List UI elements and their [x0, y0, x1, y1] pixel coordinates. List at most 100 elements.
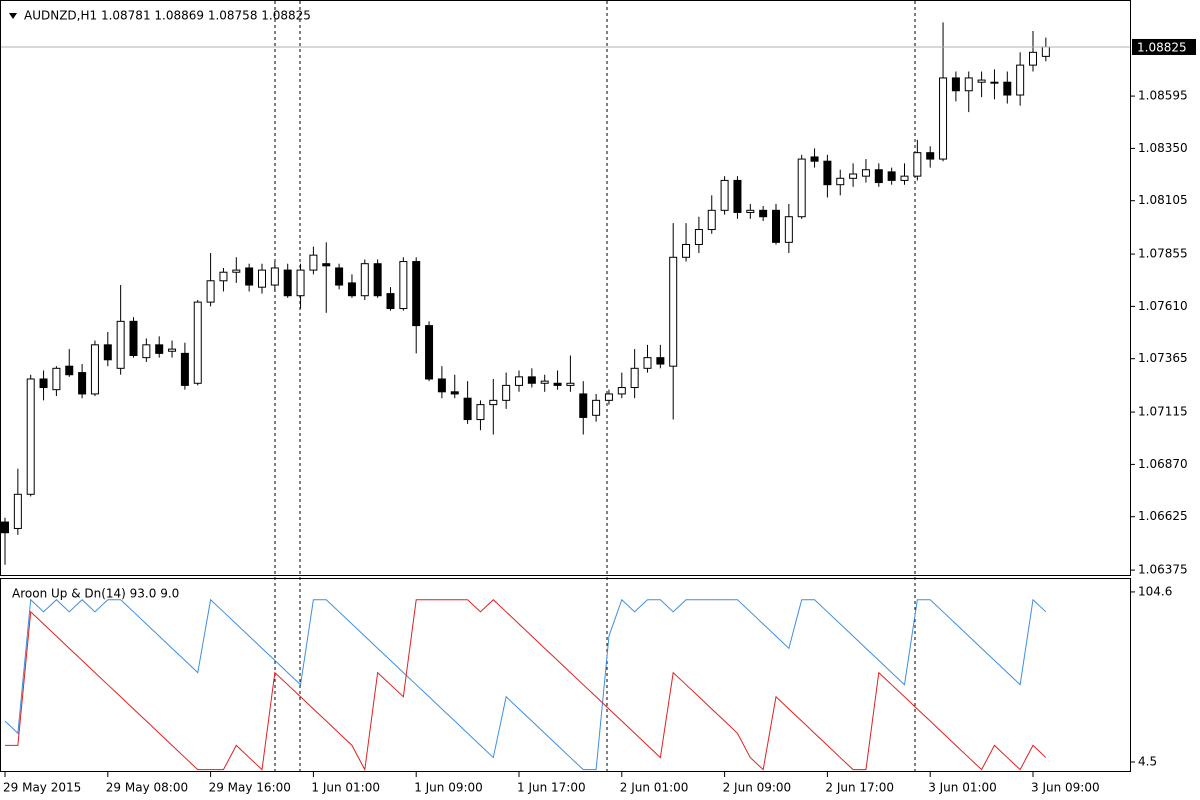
y-tick-label: 1.07365 — [1138, 351, 1188, 365]
price-label: 1.08825 — [1137, 40, 1187, 54]
candle-body — [1016, 64, 1025, 96]
candle-body — [900, 175, 909, 181]
candle-body — [39, 378, 48, 389]
candle-body — [270, 267, 279, 286]
candle-body — [964, 77, 973, 92]
candle-body — [823, 160, 832, 186]
candle-body — [65, 365, 74, 376]
candle-body — [836, 177, 845, 186]
price-label-box — [1132, 38, 1196, 55]
candle-body — [553, 382, 562, 386]
candle-body — [206, 280, 215, 303]
y-tick-label: 1.07855 — [1138, 247, 1188, 261]
x-tick-label: 3 Jun 01:00 — [928, 781, 997, 795]
candle-body — [13, 493, 22, 529]
candle-body — [617, 387, 626, 395]
candle-body — [810, 156, 819, 162]
candle-body — [437, 378, 446, 393]
candle-body — [1041, 46, 1050, 57]
candle-body — [90, 344, 99, 395]
candle-body — [977, 79, 986, 83]
candle-body — [913, 152, 922, 177]
y-tick-label: 1.07610 — [1138, 299, 1188, 313]
candle-body — [746, 209, 755, 213]
candle-body — [373, 263, 382, 297]
candle-body — [939, 77, 948, 160]
candle-body — [682, 243, 691, 258]
candle-body — [425, 325, 434, 380]
candle-body — [155, 344, 164, 354]
candle-body — [566, 382, 575, 386]
candle-body — [193, 301, 202, 384]
candle-body — [463, 397, 472, 421]
x-tick-label: 1 Jun 01:00 — [311, 781, 380, 795]
candle-body — [990, 81, 999, 84]
candle-body — [874, 169, 883, 184]
indicator-title: Aroon Up & Dn(14) 93.0 9.0 — [12, 587, 179, 601]
y-tick-label: 104.6 — [1138, 584, 1172, 598]
x-tick-label: 2 Jun 09:00 — [723, 781, 792, 795]
chart-title: AUDNZD,H1 1.08781 1.08869 1.08758 1.0882… — [24, 9, 311, 23]
y-tick-label: 1.08595 — [1138, 89, 1188, 103]
candle-body — [52, 367, 61, 391]
candle-body — [78, 372, 87, 395]
y-tick-label: 1.08105 — [1138, 193, 1188, 207]
candle-body — [103, 344, 112, 361]
candle-body — [694, 229, 703, 245]
candle-body — [26, 378, 35, 495]
candle-body — [399, 261, 408, 310]
candle-body — [386, 293, 395, 310]
candle-body — [142, 344, 151, 359]
y-tick-label: 1.07115 — [1138, 405, 1188, 419]
x-tick-label: 29 May 16:00 — [209, 781, 291, 795]
candle-body — [540, 380, 549, 384]
candle-body — [669, 256, 678, 367]
candle-body — [797, 158, 806, 218]
candle-body — [733, 179, 742, 213]
candle-body — [116, 320, 125, 369]
x-tick-label: 29 May 08:00 — [106, 781, 188, 795]
candle-body — [283, 269, 292, 297]
y-tick-label: 1.06375 — [1138, 563, 1188, 577]
candle-body — [232, 269, 241, 273]
candle-body — [951, 77, 960, 92]
candle-body — [1029, 51, 1037, 66]
aroon-line — [4, 598, 1047, 771]
candle-body — [720, 179, 729, 211]
x-tick-label: 3 Jun 09:00 — [1031, 781, 1100, 795]
candle-body — [515, 376, 523, 386]
y-tick-label: 1.06870 — [1138, 457, 1188, 471]
candle-body — [527, 376, 536, 384]
candle-body — [592, 399, 601, 416]
candle-body — [476, 404, 485, 421]
candle-body — [296, 269, 305, 297]
y-tick-label: 1.08350 — [1138, 141, 1188, 155]
candle-body — [887, 171, 896, 181]
candle-body — [309, 254, 318, 271]
x-tick-label: 29 May 2015 — [3, 781, 81, 795]
main-frame — [0, 0, 1131, 576]
candle-body — [347, 282, 356, 297]
candle-body — [707, 209, 716, 231]
candle-body — [759, 209, 768, 218]
candle-body — [861, 169, 870, 177]
candle-body — [604, 393, 613, 401]
x-tick-label: 1 Jun 09:00 — [414, 781, 483, 795]
candle-body — [322, 263, 331, 267]
candle-body — [129, 320, 138, 357]
candle-body — [502, 384, 511, 401]
y-tick-label: 4.5 — [1138, 754, 1157, 768]
x-tick-label: 2 Jun 17:00 — [825, 781, 894, 795]
candle-body — [643, 357, 652, 369]
candle-body — [630, 367, 639, 389]
candle-body — [772, 209, 780, 243]
candle-body — [849, 173, 858, 179]
candle-body — [258, 269, 266, 288]
candle-body — [489, 399, 498, 406]
candle-body — [335, 267, 344, 286]
y-tick-label: 1.06625 — [1138, 509, 1188, 523]
candle-body — [1003, 81, 1012, 96]
x-tick-label: 1 Jun 17:00 — [517, 781, 586, 795]
